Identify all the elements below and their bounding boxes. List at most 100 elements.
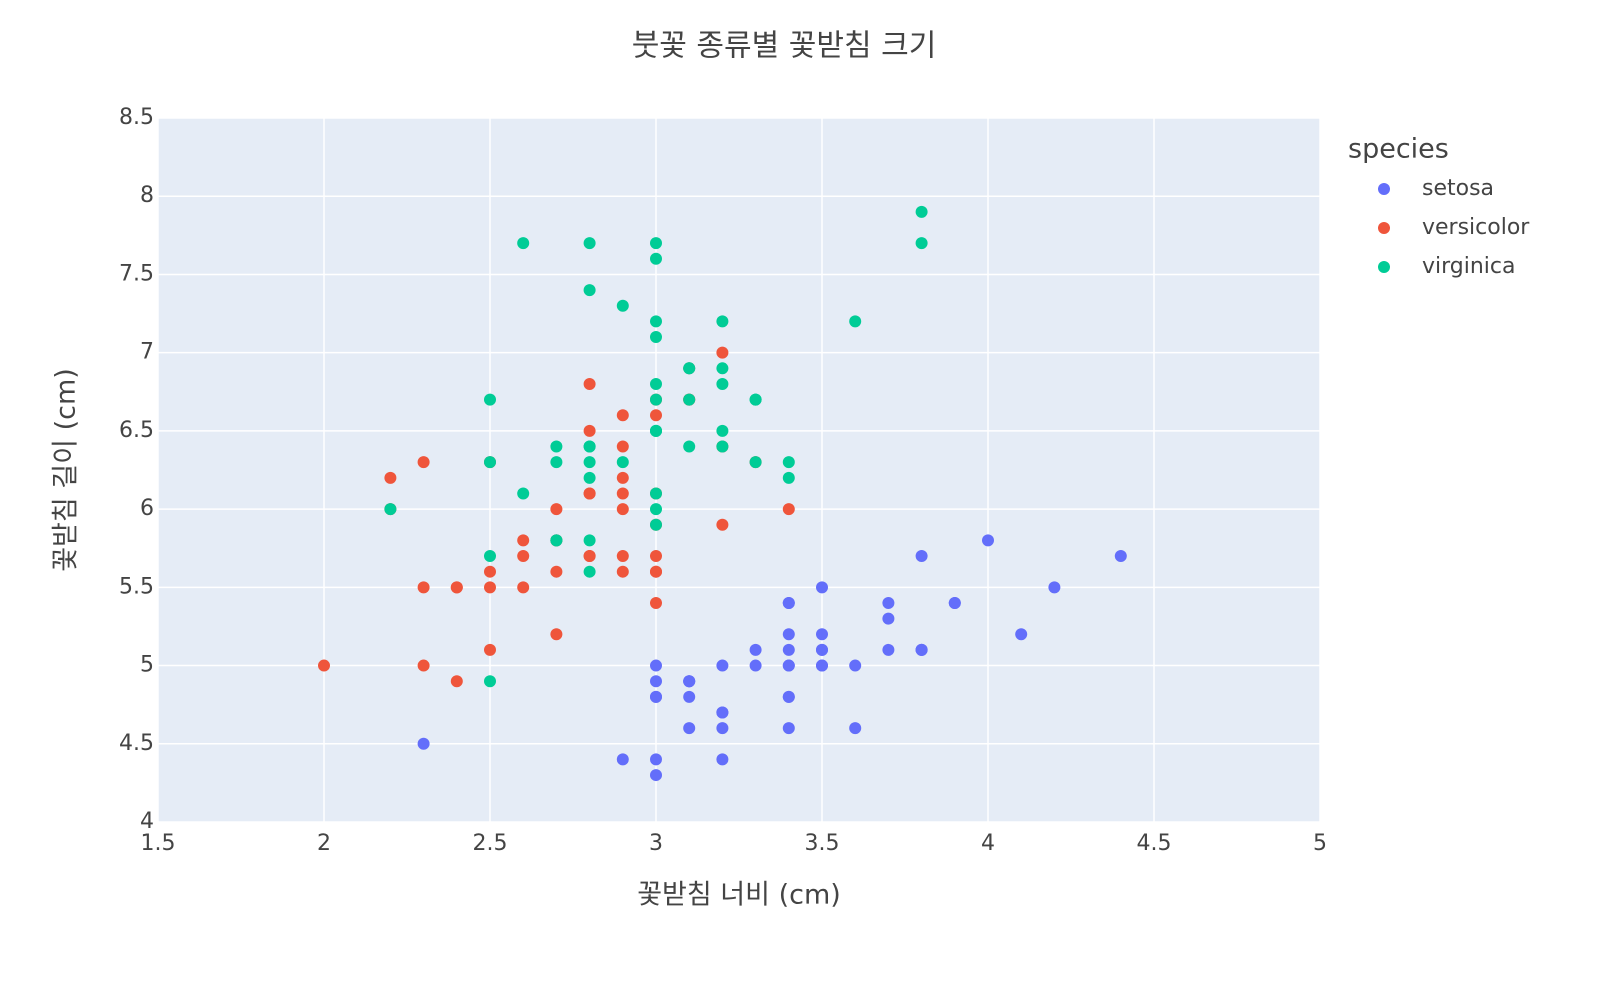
scatter-point [318,659,330,672]
scatter-point [583,487,596,500]
legend-marker [1378,183,1390,195]
scatter-point [782,471,795,484]
scatter-point [484,675,496,688]
scatter-point [384,471,397,484]
scatter-point [716,346,729,359]
scatter-point [749,393,762,406]
legend-label: versicolor [1422,215,1530,240]
scatter-point [650,690,662,703]
scatter-point [749,643,762,656]
scatter-point [849,315,862,328]
scatter-point [650,753,662,766]
scatter-point [650,237,662,250]
y-tick-label: 6.5 [119,418,154,443]
scatter-point [782,659,795,672]
y-axis-title: 꽃받침 길이 (cm) [51,368,82,572]
scatter-point [484,456,496,469]
scatter-point [716,440,729,453]
scatter-point [816,643,828,656]
legend-title: species [1348,134,1449,165]
scatter-point [948,596,961,609]
x-tick-label: 2 [317,831,331,856]
scatter-point [915,205,928,218]
scatter-point [517,237,530,250]
scatter-point [782,596,795,609]
y-tick-label: 6 [140,496,154,521]
scatter-point [782,503,795,516]
legend-label: setosa [1422,176,1494,201]
scatter-point [849,659,862,672]
scatter-point [616,471,629,484]
scatter-point [782,722,795,735]
scatter-point [716,362,729,375]
scatter-point [550,456,563,469]
scatter-point [982,534,994,547]
scatter-point [550,628,563,641]
scatter-point [650,424,662,437]
scatter-point [650,596,662,609]
scatter-point [749,456,762,469]
scatter-point [650,315,662,328]
scatter-point [716,424,729,437]
scatter-point [683,393,696,406]
x-tick-label: 1.5 [141,831,176,856]
scatter-point [583,534,596,547]
scatter-point [650,769,662,782]
scatter-point [650,252,662,265]
scatter-point [616,440,629,453]
y-tick-label: 4 [140,809,154,834]
scatter-point [882,643,895,656]
scatter-point [816,628,828,641]
scatter-point [1048,581,1061,594]
scatter-point [417,581,430,594]
scatter-point [583,565,596,578]
y-tick-label: 8 [140,183,154,208]
scatter-point [683,440,696,453]
legend-label: virginica [1422,254,1516,279]
scatter-point [650,487,662,500]
scatter-point [583,424,596,437]
x-tick-label: 3 [649,831,663,856]
scatter-point [484,393,496,406]
scatter-point [517,487,530,500]
scatter-point [650,565,662,578]
scatter-point [517,550,530,563]
scatter-point [849,722,862,735]
scatter-point [616,456,629,469]
scatter-point [550,534,563,547]
x-tick-label: 3.5 [805,831,840,856]
scatter-point [716,722,729,735]
scatter-point [650,659,662,672]
scatter-point [484,643,496,656]
scatter-point [782,690,795,703]
scatter-point [583,471,596,484]
y-tick-label: 5.5 [119,574,154,599]
x-tick-label: 4 [981,831,995,856]
x-tick-label: 4.5 [1137,831,1172,856]
scatter-point [650,393,662,406]
scatter-point [882,612,895,625]
scatter-point [882,596,895,609]
scatter-point [683,675,696,688]
scatter-point [484,550,496,563]
scatter-point [650,518,662,531]
scatter-point [484,581,496,594]
scatter-point [1015,628,1028,641]
legend-marker [1378,261,1390,273]
scatter-point [616,299,629,312]
scatter-point [1114,550,1127,563]
scatter-point [650,377,662,390]
y-tick-label: 7 [140,340,154,365]
scatter-point [716,753,729,766]
chart-title: 붓꽃 종류별 꽃받침 크기 [632,29,937,64]
scatter-point [517,534,530,547]
scatter-point [716,706,729,719]
scatter-point [915,237,928,250]
scatter-point [683,722,696,735]
x-tick-label: 2.5 [473,831,508,856]
x-axis-title: 꽃받침 너비 (cm) [637,880,841,911]
scatter-point [749,659,762,672]
scatter-point [450,581,463,594]
